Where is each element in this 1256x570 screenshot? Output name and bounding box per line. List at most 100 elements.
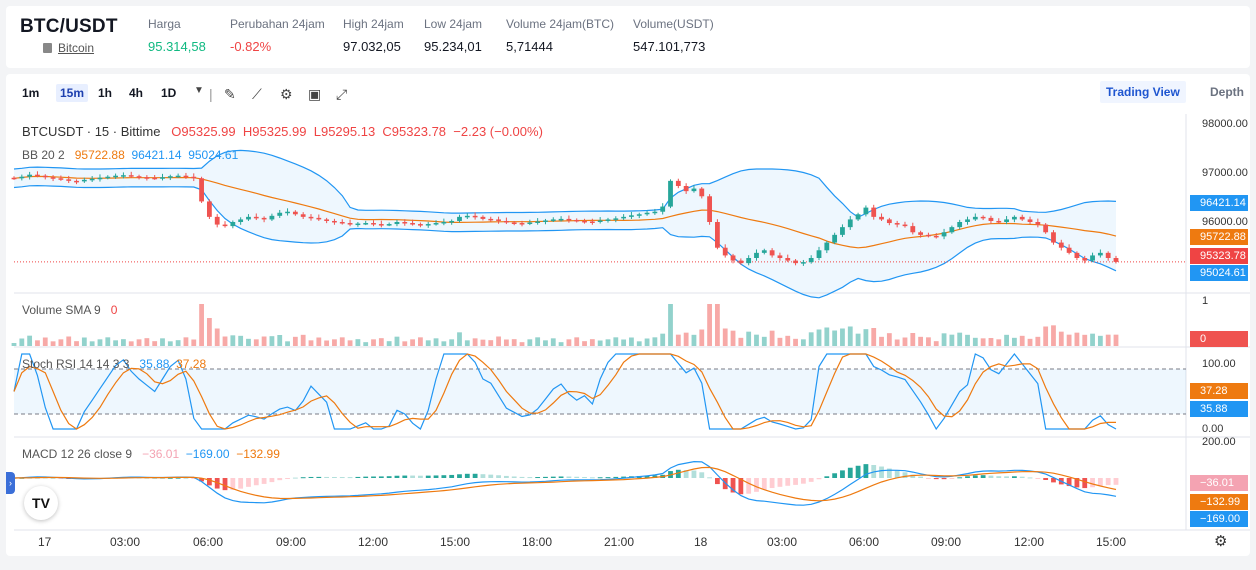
bb-lower-line (13, 184, 1117, 299)
macd-hist-bar (949, 478, 955, 479)
volume-bar (863, 329, 869, 346)
candle-body (824, 242, 830, 251)
candle-body (74, 180, 79, 183)
candle-body (644, 212, 650, 215)
macd-line (13, 460, 1117, 506)
timeframe-1h[interactable]: 1h (98, 86, 113, 100)
macd-hist-bar (996, 476, 1002, 478)
candle-body (926, 234, 931, 237)
volume-bar (472, 338, 478, 346)
volume-bar (754, 334, 759, 346)
stat-value: 547.101,773 (633, 39, 706, 54)
macd-hist-bar (511, 476, 517, 478)
volume-bar (464, 340, 470, 346)
volume-bar (324, 340, 330, 346)
tradingview-logo[interactable]: TV (24, 486, 58, 520)
candle-body (464, 215, 470, 218)
macd-hist-bar (402, 475, 408, 478)
macd-hist-bar (699, 472, 705, 478)
macd-hist-bar (261, 478, 267, 484)
candle-body (253, 216, 259, 219)
candle-body (27, 174, 33, 177)
volume-bar (27, 335, 33, 346)
candle-body (472, 215, 478, 218)
settings-icon[interactable]: ⚙ (280, 86, 293, 102)
volume-bar (535, 337, 541, 346)
volume-bar (261, 336, 267, 346)
volume-bar (402, 341, 408, 346)
macd-hist-bar (363, 476, 369, 478)
volume-bar (480, 339, 486, 346)
fullscreen-icon[interactable]: ⤢ (336, 86, 348, 102)
candle-body (668, 180, 673, 207)
save-icon[interactable]: ▣ (308, 86, 322, 102)
volume-bar (926, 337, 931, 346)
chart-canvas[interactable] (6, 74, 1250, 556)
volume-bar (105, 337, 111, 346)
volume-bar (652, 337, 658, 346)
candle-body (35, 174, 40, 177)
timeframe-1m[interactable]: 1m (22, 86, 40, 100)
candle-body (754, 252, 759, 258)
bb-lower-value: 95024.61 (188, 148, 239, 162)
candle-body (300, 214, 306, 217)
timeframe-dropdown-icon[interactable]: ▼ (194, 85, 204, 96)
candle-body (847, 219, 853, 228)
macd-hist-bar (386, 476, 392, 478)
timeframe-1D[interactable]: 1D (161, 86, 177, 100)
macd-hist-bar (527, 477, 533, 479)
legend-change: −2.23 (−0.00%) (453, 124, 543, 139)
draw-icon[interactable]: ✎ (224, 86, 236, 102)
volume-bar (144, 338, 150, 346)
candle-body (1113, 258, 1119, 262)
candle-body (738, 260, 744, 264)
macd-hist-bar (285, 478, 290, 479)
macd-hist-bar (332, 476, 337, 478)
volume-bar (89, 341, 95, 346)
candle-body (152, 177, 158, 180)
expand-sidebar-icon[interactable]: › (6, 472, 15, 494)
candle-body (582, 220, 587, 223)
macd-hist-bar (847, 467, 853, 478)
volume-bar (316, 337, 322, 346)
macd-hist-bar (433, 475, 439, 478)
chart-settings-icon[interactable]: ⚙ (1214, 533, 1228, 550)
candle-body (308, 216, 314, 219)
volume-bar (980, 338, 986, 346)
time-tick: 06:00 (193, 535, 224, 549)
time-tick: 15:00 (1096, 535, 1127, 549)
time-tick: 17 (38, 535, 52, 549)
indicator-icon[interactable]: ⟋ (252, 86, 262, 102)
candle-body (230, 222, 236, 227)
candle-body (1097, 252, 1103, 256)
depth-button[interactable]: Depth (1210, 85, 1244, 99)
macd-hist-bar (558, 476, 564, 478)
macd-hist-bar (863, 464, 869, 478)
candle-body (441, 222, 447, 224)
candle-body (761, 250, 767, 253)
macd-hist-bar (715, 478, 720, 485)
volume-bar (433, 338, 439, 346)
volume-bar (879, 336, 884, 346)
macd-hist-bar (316, 476, 322, 478)
coin-link[interactable]: Bitcoin (58, 41, 95, 55)
bb-basis-value: 95722.88 (74, 148, 125, 162)
candle-body (722, 247, 728, 256)
timeframe-15m[interactable]: 15m (56, 84, 89, 102)
volume-bar (613, 337, 619, 346)
macd-hist-bar (652, 475, 658, 478)
macd-hist-bar (855, 465, 861, 478)
macd-hist-bar (1074, 478, 1080, 488)
macd-hist-bar (206, 478, 212, 486)
macd-hist-bar (550, 476, 556, 478)
macd-hist-bar (941, 478, 947, 480)
volume-bar (910, 333, 916, 346)
stoch-label-tag: 35.88 (1190, 401, 1248, 417)
trading-view-button[interactable]: Trading View (1100, 81, 1186, 103)
macd-hist-bar (308, 476, 314, 478)
candle-body (941, 232, 947, 237)
candle-body (183, 175, 189, 178)
timeframe-4h[interactable]: 4h (129, 86, 144, 100)
candle-body (886, 219, 892, 224)
volume-bar (738, 337, 744, 346)
